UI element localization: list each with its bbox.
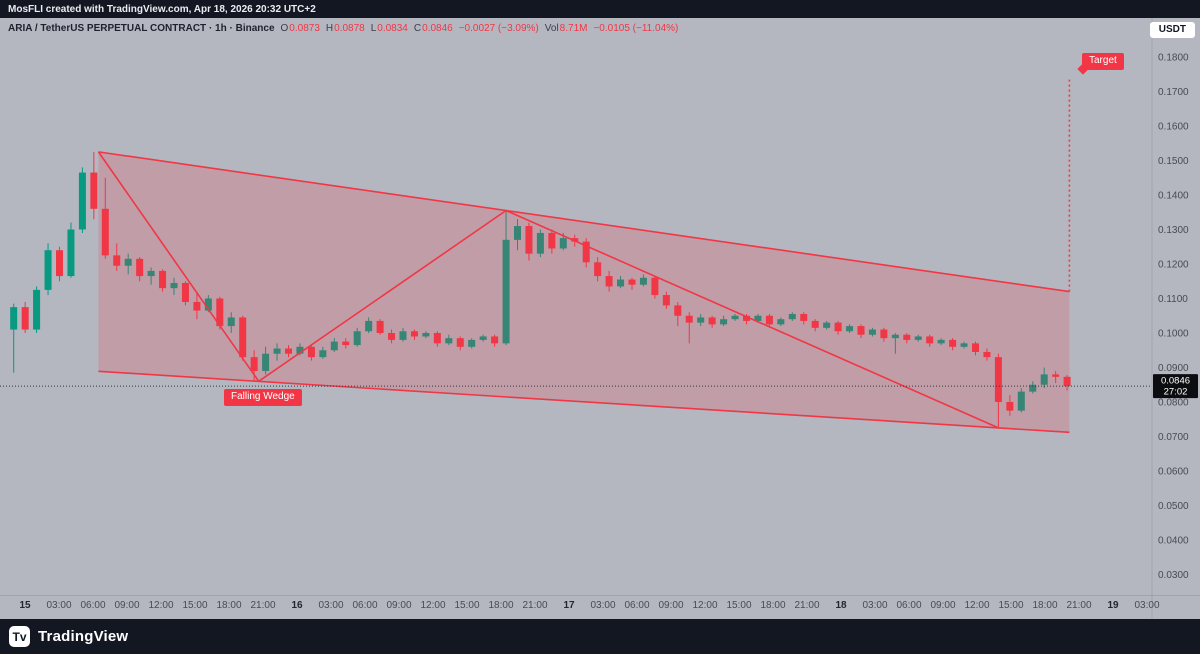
svg-text:03:00: 03:00 — [590, 600, 615, 611]
svg-text:18: 18 — [835, 600, 847, 611]
svg-text:15:00: 15:00 — [182, 600, 207, 611]
svg-text:0.1300: 0.1300 — [1158, 225, 1189, 236]
svg-text:09:00: 09:00 — [930, 600, 955, 611]
tradingview-wordmark[interactable]: TradingView — [38, 628, 129, 645]
svg-text:12:00: 12:00 — [964, 600, 989, 611]
svg-text:18:00: 18:00 — [760, 600, 785, 611]
svg-text:0.0500: 0.0500 — [1158, 501, 1189, 512]
volume-label: Vol — [544, 23, 559, 34]
svg-text:0.0800: 0.0800 — [1158, 398, 1189, 409]
svg-text:0.0900: 0.0900 — [1158, 363, 1189, 374]
svg-text:0.1800: 0.1800 — [1158, 53, 1189, 64]
high-label: H — [325, 23, 334, 34]
ohlc-close: C 0.0846 — [414, 23, 453, 34]
currency-toggle-button[interactable]: USDT — [1149, 22, 1195, 38]
svg-text:03:00: 03:00 — [1134, 600, 1159, 611]
svg-text:18:00: 18:00 — [1032, 600, 1057, 611]
svg-text:06:00: 06:00 — [80, 600, 105, 611]
attribution-text: MosFLI created with TradingView.com, Apr… — [8, 3, 316, 15]
svg-text:16: 16 — [291, 600, 303, 611]
svg-text:0.1400: 0.1400 — [1158, 191, 1189, 202]
svg-text:18:00: 18:00 — [216, 600, 241, 611]
low-label: L — [370, 23, 377, 34]
svg-text:0.1000: 0.1000 — [1158, 329, 1189, 340]
svg-text:21:00: 21:00 — [250, 600, 275, 611]
target-label[interactable]: Target — [1082, 53, 1124, 70]
open-label: O — [280, 23, 289, 34]
svg-text:0.0300: 0.0300 — [1158, 570, 1189, 581]
price-change: −0.0027 (−3.09%) — [458, 23, 539, 34]
svg-text:0.0400: 0.0400 — [1158, 536, 1189, 547]
svg-text:03:00: 03:00 — [318, 600, 343, 611]
svg-text:0.1200: 0.1200 — [1158, 260, 1189, 271]
svg-text:06:00: 06:00 — [352, 600, 377, 611]
close-value: 0.0846 — [422, 23, 453, 34]
svg-text:21:00: 21:00 — [794, 600, 819, 611]
ohlc-high: H 0.0878 — [326, 23, 365, 34]
svg-text:27:02: 27:02 — [1164, 387, 1188, 398]
svg-text:15:00: 15:00 — [454, 600, 479, 611]
svg-text:0.0700: 0.0700 — [1158, 432, 1189, 443]
svg-text:0.0600: 0.0600 — [1158, 467, 1189, 478]
chart-area[interactable]: 0.1800 0.1700 0.1600 0.1500 0.1400 0.1300 0.12… — [0, 18, 1200, 619]
high-value: 0.0878 — [334, 23, 365, 34]
svg-text:12:00: 12:00 — [420, 600, 445, 611]
attribution-bar: MosFLI created with TradingView.com, Apr… — [0, 0, 1200, 18]
svg-text:12:00: 12:00 — [148, 600, 173, 611]
svg-text:21:00: 21:00 — [522, 600, 547, 611]
close-label: C — [413, 23, 422, 34]
candlestick-chart[interactable]: 0.1800 0.1700 0.1600 0.1500 0.1400 0.1300 0.12… — [0, 18, 1200, 619]
svg-text:09:00: 09:00 — [386, 600, 411, 611]
svg-text:21:00: 21:00 — [1066, 600, 1091, 611]
volume-change: −0.0105 (−11.04%) — [593, 23, 679, 34]
ohlc-low: L 0.0834 — [371, 23, 408, 34]
svg-text:19: 19 — [1107, 600, 1119, 611]
footer-bar: Tv TradingView — [0, 619, 1200, 654]
volume-value: 8.71M — [559, 23, 588, 34]
svg-text:15: 15 — [19, 600, 31, 611]
tradingview-logo-icon[interactable]: Tv — [9, 626, 30, 647]
svg-text:0.1600: 0.1600 — [1158, 122, 1189, 133]
svg-text:0.1700: 0.1700 — [1158, 87, 1189, 98]
svg-text:03:00: 03:00 — [862, 600, 887, 611]
ohlc-open: O 0.0873 — [281, 23, 320, 34]
svg-text:17: 17 — [563, 600, 575, 611]
svg-text:15:00: 15:00 — [726, 600, 751, 611]
svg-text:06:00: 06:00 — [624, 600, 649, 611]
svg-text:03:00: 03:00 — [46, 600, 71, 611]
svg-text:06:00: 06:00 — [896, 600, 921, 611]
low-value: 0.0834 — [377, 23, 408, 34]
open-value: 0.0873 — [289, 23, 320, 34]
svg-text:0.1100: 0.1100 — [1158, 294, 1188, 305]
svg-text:18:00: 18:00 — [488, 600, 513, 611]
svg-text:09:00: 09:00 — [658, 600, 683, 611]
symbol-title[interactable]: ARIA / TetherUS PERPETUAL CONTRACT · 1h … — [8, 23, 275, 34]
svg-text:0.0846: 0.0846 — [1161, 376, 1190, 387]
svg-text:0.1500: 0.1500 — [1158, 156, 1189, 167]
symbol-legend: ARIA / TetherUS PERPETUAL CONTRACT · 1h … — [8, 23, 678, 34]
svg-text:15:00: 15:00 — [998, 600, 1023, 611]
volume: Vol 8.71M — [545, 23, 588, 34]
falling-wedge-label[interactable]: Falling Wedge — [224, 389, 302, 406]
svg-text:12:00: 12:00 — [692, 600, 717, 611]
svg-text:09:00: 09:00 — [114, 600, 139, 611]
